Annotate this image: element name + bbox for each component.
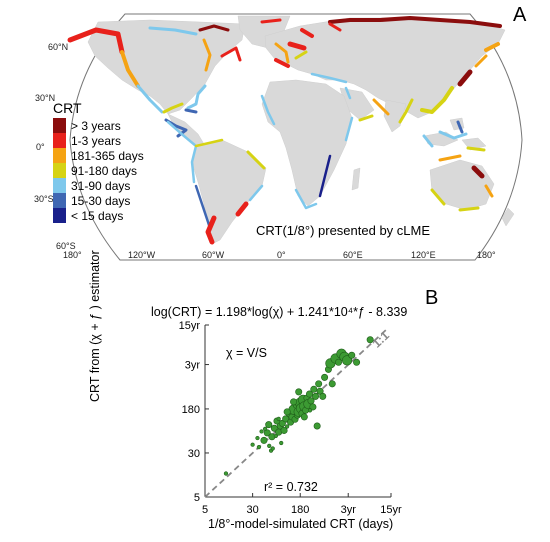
legend-item: 181-365 days (53, 148, 144, 163)
lon-label-60e: 60°E (343, 250, 363, 260)
scatter-point (265, 421, 273, 429)
legend-item: 31-90 days (53, 178, 144, 193)
world-map (67, 13, 523, 261)
y-axis-label: CRT from (χ + ƒ ) estimator (88, 250, 102, 402)
scatter-point (321, 373, 329, 381)
r-squared: r² = 0.732 (264, 480, 318, 494)
legend-item: > 3 years (53, 118, 144, 133)
scatter-point (300, 413, 308, 421)
scatter-point (319, 392, 327, 400)
scatter-point (263, 429, 271, 437)
legend-label: > 3 years (71, 118, 121, 133)
lon-label-60w: 60°W (202, 250, 225, 260)
y-tick-label: 5 (194, 492, 200, 504)
legend-swatch (53, 118, 66, 133)
legend-item: < 15 days (53, 208, 144, 223)
x-tick-label: 3yr (341, 504, 357, 516)
legend-swatch (53, 178, 66, 193)
scatter-point (283, 408, 291, 416)
scatter-point (328, 380, 336, 388)
scatter-point (279, 440, 284, 446)
lat-label-30n: 30°N (35, 93, 56, 103)
coastal-crt-segments (67, 16, 502, 245)
scatter-point (276, 416, 281, 421)
lon-label-120w: 120°W (128, 250, 156, 260)
legend-item: 15-30 days (53, 193, 144, 208)
scatter-point (270, 424, 278, 432)
legend-label: 31-90 days (71, 178, 131, 193)
x-tick-label: 15yr (380, 504, 402, 516)
legend-swatch (53, 193, 66, 208)
y-tick-label: 3yr (185, 360, 201, 372)
scatter-point (312, 392, 320, 400)
scatter-point (309, 403, 317, 411)
x-tick-label: 180 (291, 504, 309, 516)
chi-definition: χ = V/S (226, 346, 267, 360)
legend-label: 15-30 days (71, 193, 131, 208)
legend-swatch (53, 148, 66, 163)
lat-label-eq: 0° (36, 142, 45, 152)
x-tick-label: 5 (202, 504, 208, 516)
legend-label: 1-3 years (71, 133, 122, 148)
scatter-point (353, 358, 361, 366)
scatter-point (307, 408, 313, 413)
regression-equation: log(CRT) = 1.198*log(χ) + 1.241*10⁴*ƒ - … (151, 305, 408, 319)
lat-label-30s: 30°S (34, 194, 54, 204)
scatter-point (335, 358, 343, 366)
scatter-point (282, 415, 290, 423)
scatter-point (310, 385, 318, 393)
scatter-point (260, 436, 268, 444)
legend-swatch (53, 163, 66, 178)
scatter-point (223, 471, 229, 476)
y-tick-label: 30 (188, 448, 200, 460)
lon-label-120e: 120°E (411, 250, 436, 260)
y-tick-label: 180 (182, 404, 200, 416)
scatter-point (280, 426, 288, 434)
scatter-point (342, 355, 353, 366)
panel-letter-a: A (513, 4, 527, 26)
y-tick-label: 15yr (179, 320, 201, 332)
map-title: CRT(1/8°) presented by cLME (256, 223, 431, 238)
scatter-point (250, 442, 255, 447)
legend-label: 181-365 days (71, 148, 144, 163)
scatter-point (255, 435, 260, 441)
scatter-point (290, 398, 298, 406)
scatter-point (267, 443, 272, 448)
legend-item: 1-3 years (53, 133, 144, 148)
scatter-point (366, 336, 374, 344)
map-land (87, 15, 515, 245)
scatter-point (305, 390, 313, 398)
legend-title: CRT (53, 100, 82, 116)
legend: CRT > 3 years 1-3 years 181-365 days 91-180… (53, 100, 144, 223)
scatter-point (348, 351, 356, 359)
data-points (223, 336, 374, 476)
lat-label-60n: 60°N (48, 42, 69, 52)
lon-label-180e: 180° (477, 250, 496, 260)
lon-label-180w: 180° (63, 250, 82, 260)
legend-rows: > 3 years 1-3 years 181-365 days 91-180 day… (53, 118, 144, 223)
x-axis-label: 1/8°-model-simulated CRT (days) (208, 517, 394, 531)
scatter-point (256, 445, 262, 450)
scatter-point (285, 424, 290, 429)
x-tick-label: 30 (246, 504, 258, 516)
legend-label: < 15 days (71, 208, 124, 223)
scatter-point (263, 426, 268, 431)
legend-swatch (53, 133, 66, 148)
lon-label-0: 0° (277, 250, 286, 260)
scatter-point (295, 388, 303, 396)
legend-item: 91-180 days (53, 163, 144, 178)
lat-label-60s: 60°S (56, 241, 76, 251)
scatter-point (270, 446, 275, 451)
legend-swatch (53, 208, 66, 223)
scatter-point (313, 422, 321, 430)
scatter-point (315, 380, 323, 388)
panel-letter-b: B (425, 287, 439, 309)
legend-label: 91-180 days (71, 163, 138, 178)
tick-labels: 5 30 180 3yr 15yr 5 30 180 3yr 15yr (179, 320, 402, 516)
scatter-point (259, 429, 264, 434)
